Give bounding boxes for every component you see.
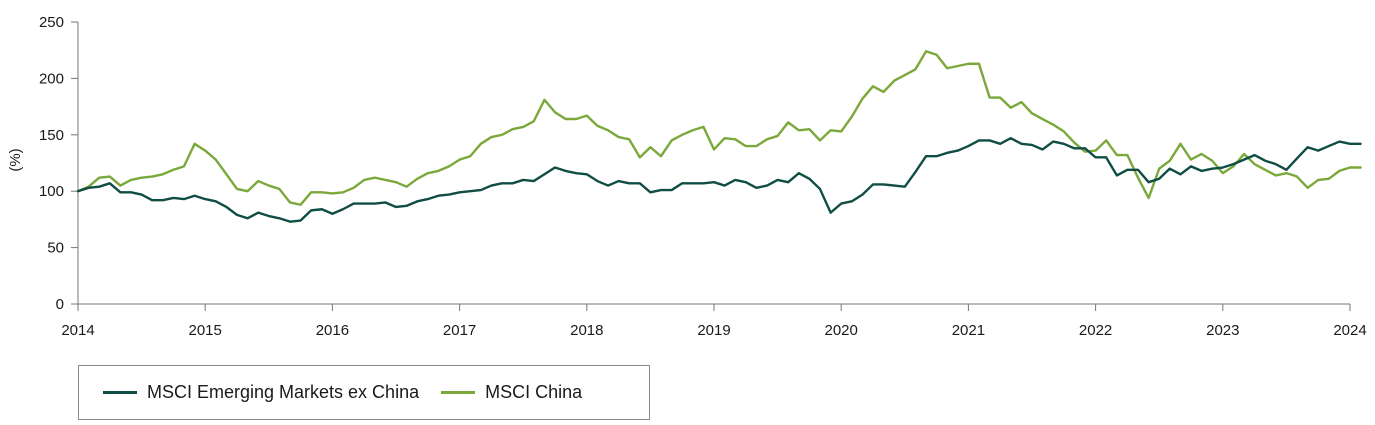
y-tick-label: 100 [39,183,64,200]
legend-item-china: MSCI China [441,382,582,403]
y-tick-label: 200 [39,70,64,87]
legend-swatch-china [441,391,476,394]
y-tick-label: 50 [47,240,64,257]
x-tick-label: 2021 [952,322,985,339]
x-tick-label: 2022 [1079,322,1112,339]
y-tick-label: 250 [39,14,64,31]
legend: MSCI Emerging Markets ex China MSCI Chin… [78,365,650,420]
legend-label-china: MSCI China [485,382,583,402]
y-axis-title: (%) [7,148,24,171]
x-tick-label: 2014 [61,322,94,339]
y-axis-ticks: 0 50 100 150 200 250 [39,14,78,313]
series-line-msci-em-ex-china [76,136,1362,223]
x-tick-label: 2017 [443,322,476,339]
x-tick-label: 2019 [697,322,730,339]
y-tick-label: 150 [39,127,64,144]
legend-swatch-em-ex-china [103,391,137,394]
x-tick-label: 2024 [1333,322,1366,339]
x-tick-label: 2015 [189,322,222,339]
x-tick-label: 2020 [825,322,858,339]
legend-item-em-ex-china: MSCI Emerging Markets ex China [103,382,419,403]
y-tick-label: 0 [56,296,64,313]
x-tick-label: 2016 [316,322,349,339]
series-layer [76,50,1362,223]
series-line-msci-china [76,50,1362,206]
x-tick-label: 2023 [1206,322,1239,339]
legend-label-em-ex-china: MSCI Emerging Markets ex China [147,382,420,402]
x-axis-ticks: 2014 2015 2016 2017 2018 2019 2020 2021 2022 2023… [61,304,1367,339]
x-tick-label: 2018 [570,322,603,339]
